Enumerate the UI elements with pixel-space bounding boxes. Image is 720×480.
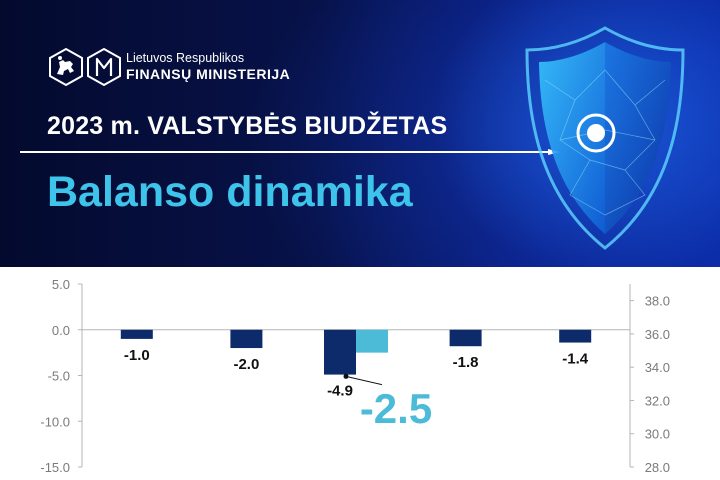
bar xyxy=(120,329,153,339)
bar xyxy=(324,329,356,375)
vytis-emblem-icon xyxy=(49,47,83,87)
callout-line xyxy=(345,375,383,386)
bar-value-label: -1.0 xyxy=(124,347,150,364)
highlight-value-label: -2.5 xyxy=(360,385,432,432)
ministry-logo[interactable]: Lietuvos Respublikos FINANSŲ MINISTERIJA xyxy=(46,47,290,91)
balance-chart: 5.0 0.0 -5.0 -10.0 -15.0 38.0 36.0 34.0 32.0 30.0… xyxy=(0,267,720,480)
left-tick-label: -10.0 xyxy=(40,414,70,429)
right-tick-label: 38.0 xyxy=(645,294,670,309)
header-banner: Lietuvos Respublikos FINANSŲ MINISTERIJA… xyxy=(0,0,720,267)
logo-text-line2: FINANSŲ MINISTERIJA xyxy=(126,66,291,82)
left-tick-label: -15.0 xyxy=(40,460,70,475)
bar xyxy=(449,329,482,347)
page-title: Balanso dinamika xyxy=(47,168,413,216)
right-tick-label: 36.0 xyxy=(645,327,670,342)
bar-value-label: -1.8 xyxy=(453,354,479,371)
bar-value-label: -4.9 xyxy=(327,383,353,400)
m-monogram-icon xyxy=(87,47,121,87)
highlight-bar xyxy=(356,329,388,353)
right-tick-label: 28.0 xyxy=(645,460,670,475)
left-tick-label: 0.0 xyxy=(52,323,70,338)
bar-value-label: -1.4 xyxy=(562,351,589,368)
chart-canvas: 5.0 0.0 -5.0 -10.0 -15.0 38.0 36.0 34.0 32.0 30.0… xyxy=(40,277,670,475)
left-tick-label: 5.0 xyxy=(52,277,70,292)
logo-text-line1: Lietuvos Respublikos xyxy=(126,51,245,65)
bar-value-label: -2.0 xyxy=(233,356,259,373)
right-tick-label: 32.0 xyxy=(645,393,670,408)
budget-title: 2023 m. VALSTYBĖS BIUDŽETAS xyxy=(47,112,448,140)
shield-icon xyxy=(525,26,685,250)
left-tick-label: -5.0 xyxy=(48,369,70,384)
arrow-right-icon xyxy=(20,149,560,155)
bar xyxy=(559,329,592,343)
right-tick-label: 34.0 xyxy=(645,360,670,375)
right-tick-label: 30.0 xyxy=(645,427,670,442)
bar xyxy=(230,329,263,349)
